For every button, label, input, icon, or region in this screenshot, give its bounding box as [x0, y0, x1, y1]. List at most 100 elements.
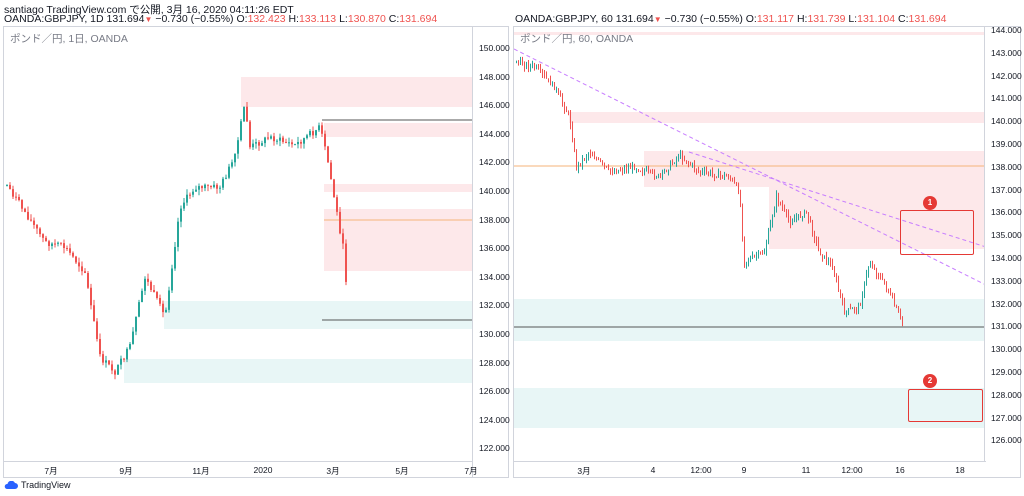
hourly-candle: [732, 177, 733, 182]
left-candlestick-chart[interactable]: [4, 27, 472, 463]
hourly-candle: [660, 173, 661, 179]
annotation-box-2[interactable]: [908, 389, 983, 422]
supply-zone: [324, 209, 472, 271]
daily-candle: [300, 139, 302, 149]
left-chart-panel[interactable]: ポンド／円, 1日, OANDA 150.000 148.000 146.000 14…: [3, 26, 510, 478]
daily-candle: [45, 235, 47, 242]
hourly-candle: [744, 236, 745, 268]
left-o-value: 132.423: [247, 13, 286, 25]
price-tick-label: 139.000: [991, 139, 1022, 149]
time-tick-label: 7月: [464, 466, 478, 476]
hourly-candle: [764, 248, 765, 255]
daily-candle: [207, 184, 209, 192]
right-o-label: O:: [745, 13, 757, 25]
hourly-candle: [832, 258, 833, 270]
hourly-candle: [826, 251, 827, 266]
hourly-candle: [794, 214, 795, 223]
hourly-candle: [626, 163, 627, 174]
hourly-candle: [566, 106, 567, 113]
hourly-candle: [804, 209, 805, 218]
daily-candle: [21, 199, 23, 212]
hourly-candle: [662, 169, 663, 180]
hourly-candle: [548, 78, 549, 83]
daily-candle: [150, 280, 152, 292]
daily-candle: [210, 185, 212, 190]
right-price-axis[interactable]: 144.000 143.000 142.000 141.000 140.000 139.0…: [984, 25, 1022, 477]
left-time-axis[interactable]: 7月 9月 11月 2020 3月 5月 7月: [4, 461, 478, 477]
hourly-candle: [524, 61, 525, 72]
hourly-candle: [542, 68, 543, 79]
daily-candle: [270, 134, 272, 140]
hourly-candle: [768, 227, 769, 245]
hourly-candle: [590, 149, 591, 159]
hourly-candle: [786, 208, 787, 218]
daily-candle: [126, 347, 128, 363]
hourly-candle: [750, 255, 751, 263]
daily-candle: [114, 369, 116, 380]
price-tick-label: 132.000: [991, 298, 1022, 309]
hourly-candle: [714, 173, 715, 182]
daily-candle: [186, 189, 188, 206]
hourly-candle: [564, 101, 565, 114]
daily-candle: [12, 185, 14, 199]
hourly-candle: [818, 236, 819, 252]
daily-candle: [153, 285, 155, 293]
hourly-candle: [604, 162, 605, 170]
hourly-candle: [638, 169, 639, 173]
daily-candle: [174, 241, 176, 271]
trendline[interactable]: [688, 151, 986, 248]
daily-candle: [276, 139, 278, 145]
time-tick-label: 5月: [395, 466, 409, 476]
right-chart-panel[interactable]: ポンド／円, 60, OANDA 144.000 143.000 142.000 14…: [513, 25, 1022, 478]
time-tick-label: 11: [801, 465, 811, 475]
price-tick-label: 126.000: [479, 386, 510, 397]
daily-candle: [171, 264, 173, 294]
daily-candle: [54, 239, 56, 248]
hourly-candle: [632, 161, 633, 174]
daily-candle: [90, 283, 92, 310]
hourly-candle: [870, 260, 871, 268]
time-tick-label: 4: [650, 465, 656, 475]
hourly-candle: [610, 168, 611, 175]
hourly-candle: [754, 254, 755, 258]
price-tick-label: 150.000: [479, 43, 510, 53]
daily-candle: [129, 341, 131, 351]
hourly-candle: [658, 173, 659, 179]
hourly-candle: [710, 169, 711, 177]
right-time-axis[interactable]: 3月 4 12:00 9 11 12:00 16 18: [514, 461, 986, 477]
daily-candle: [255, 138, 257, 149]
daily-candle: [111, 360, 113, 375]
daily-candle: [165, 307, 167, 313]
daily-candle: [99, 333, 101, 357]
left-change: −0.730 (−0.55%): [155, 13, 234, 25]
hourly-candle: [860, 302, 861, 306]
hourly-candle: [550, 75, 551, 86]
hourly-candle: [722, 174, 723, 179]
daily-candle: [168, 286, 170, 313]
left-c-label: C:: [388, 13, 400, 25]
price-tick-label: 144.000: [991, 25, 1022, 35]
hourly-candle: [740, 189, 741, 208]
right-candlestick-chart[interactable]: [514, 27, 986, 463]
hourly-candle: [594, 151, 595, 160]
annotation-box-1[interactable]: [900, 210, 974, 255]
hourly-candle: [898, 305, 899, 313]
daily-candle: [240, 118, 242, 142]
hourly-candle: [762, 250, 763, 255]
daily-candle: [192, 188, 194, 198]
daily-candle: [117, 364, 119, 376]
daily-candle: [252, 139, 254, 151]
daily-candle: [294, 143, 296, 146]
daily-candle: [141, 288, 143, 303]
hourly-candle: [672, 159, 673, 166]
price-tick-label: 148.000: [479, 71, 510, 82]
hourly-candle: [546, 71, 547, 79]
hourly-candle: [682, 150, 683, 165]
hourly-candle: [830, 257, 831, 267]
right-price: 131.694: [615, 13, 654, 25]
hourly-candle: [778, 192, 779, 207]
left-price-axis[interactable]: 150.000 148.000 146.000 144.000 142.000 140.0…: [472, 27, 510, 477]
tradingview-brand[interactable]: TradingView: [4, 480, 71, 490]
daily-candle: [261, 140, 263, 147]
trendline[interactable]: [514, 48, 986, 286]
